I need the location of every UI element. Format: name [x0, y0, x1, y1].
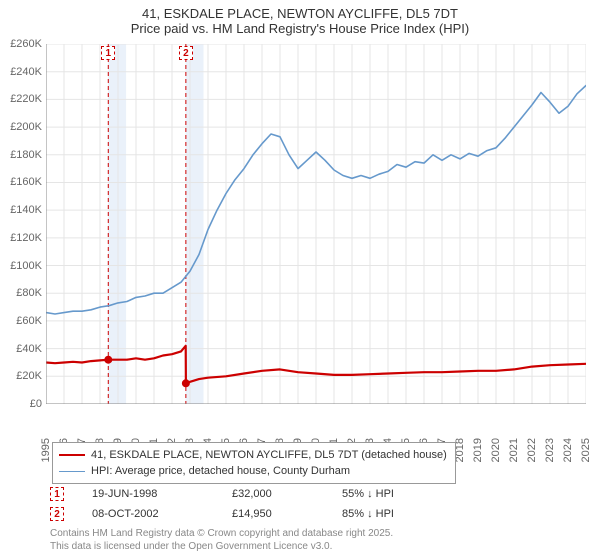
sale-price: £32,000: [232, 488, 342, 500]
y-tick-label: £240K: [10, 66, 42, 78]
sale-price: £14,950: [232, 508, 342, 520]
y-tick-label: £120K: [10, 232, 42, 244]
sale-marker-box: 2: [50, 507, 64, 521]
y-tick-label: £40K: [16, 343, 42, 355]
y-tick-label: £140K: [10, 204, 42, 216]
legend-label: 41, ESKDALE PLACE, NEWTON AYCLIFFE, DL5 …: [91, 449, 447, 461]
chart-svg: [46, 44, 586, 404]
y-tick-label: £200K: [10, 121, 42, 133]
sale-date: 19-JUN-1998: [92, 488, 232, 500]
title-subtitle: Price paid vs. HM Land Registry's House …: [0, 21, 600, 36]
sale-marker-1: 1: [101, 46, 115, 60]
y-tick-label: £100K: [10, 260, 42, 272]
attribution-line2: This data is licensed under the Open Gov…: [50, 541, 393, 554]
attribution: Contains HM Land Registry data © Crown c…: [50, 528, 393, 553]
legend-swatch: [59, 454, 85, 456]
sale-marker-2: 2: [179, 46, 193, 60]
x-axis-labels: 1995199619971998199920002001200220032004…: [46, 404, 586, 444]
x-tick-label: 2020: [490, 438, 502, 462]
x-tick-label: 2019: [472, 438, 484, 462]
y-tick-label: £160K: [10, 176, 42, 188]
sale-delta: 85% ↓ HPI: [342, 508, 394, 520]
x-tick-label: 2023: [544, 438, 556, 462]
y-axis-labels: £0£20K£40K£60K£80K£100K£120K£140K£160K£1…: [0, 44, 46, 404]
x-tick-label: 2024: [562, 438, 574, 462]
sale-row: 2 08-OCT-2002£14,95085% ↓ HPI: [50, 504, 570, 524]
x-tick-label: 2021: [508, 438, 520, 462]
legend-swatch: [59, 471, 85, 472]
y-tick-label: £0: [30, 398, 42, 410]
y-tick-label: £260K: [10, 38, 42, 50]
y-tick-label: £220K: [10, 93, 42, 105]
legend-item-price_paid: 41, ESKDALE PLACE, NEWTON AYCLIFFE, DL5 …: [59, 447, 447, 463]
x-tick-label: 2022: [526, 438, 538, 462]
x-tick-label: 2025: [580, 438, 592, 462]
legend: 41, ESKDALE PLACE, NEWTON AYCLIFFE, DL5 …: [52, 442, 456, 484]
y-tick-label: £80K: [16, 287, 42, 299]
legend-label: HPI: Average price, detached house, Coun…: [91, 465, 350, 477]
titles: 41, ESKDALE PLACE, NEWTON AYCLIFFE, DL5 …: [0, 0, 600, 36]
chart-container: 41, ESKDALE PLACE, NEWTON AYCLIFFE, DL5 …: [0, 0, 600, 560]
sale-date: 08-OCT-2002: [92, 508, 232, 520]
sale-delta: 55% ↓ HPI: [342, 488, 394, 500]
sales-table: 1 19-JUN-1998£32,00055% ↓ HPI 2 08-OCT-2002…: [50, 484, 570, 524]
y-tick-label: £60K: [16, 315, 42, 327]
chart-plot-area: 12: [46, 44, 586, 404]
y-tick-label: £20K: [16, 370, 42, 382]
sale-marker-box: 1: [50, 487, 64, 501]
attribution-line1: Contains HM Land Registry data © Crown c…: [50, 528, 393, 541]
y-tick-label: £180K: [10, 149, 42, 161]
sale-row: 1 19-JUN-1998£32,00055% ↓ HPI: [50, 484, 570, 504]
title-address: 41, ESKDALE PLACE, NEWTON AYCLIFFE, DL5 …: [0, 6, 600, 21]
legend-item-hpi: HPI: Average price, detached house, Coun…: [59, 463, 447, 479]
x-tick-label: 1995: [40, 438, 52, 462]
